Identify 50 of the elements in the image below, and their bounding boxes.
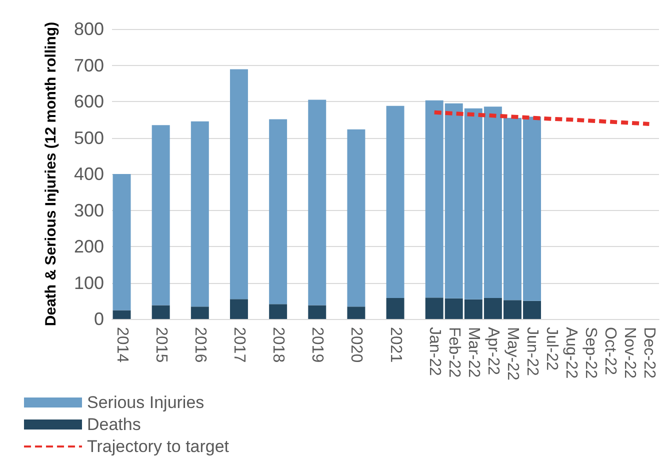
x-tick-label: Apr-22 <box>484 327 502 376</box>
x-tick-label: 2018 <box>270 327 287 363</box>
legend-label: Deaths <box>87 415 141 434</box>
x-tick-label: Nov-22 <box>621 327 638 379</box>
x-tick-label: 2020 <box>348 327 365 363</box>
x-tick-label: 2021 <box>386 327 404 363</box>
y-tick-label: 100 <box>74 272 104 293</box>
x-tick-label: 2017 <box>230 327 248 363</box>
y-tick-label: 500 <box>74 128 104 148</box>
legend-label: Serious Injuries <box>87 393 204 412</box>
x-tick-label: Feb-22 <box>445 327 462 378</box>
x-tick-label: Mar-22 <box>464 327 482 378</box>
bar <box>152 125 170 306</box>
bar <box>347 306 366 319</box>
x-tick-label: Jul-22 <box>543 327 560 371</box>
y-tick-label: 600 <box>74 92 104 112</box>
y-axis-title: Death & Serious Injuries (12 month rolling) <box>42 22 60 326</box>
x-tick-label: 2015 <box>152 327 170 363</box>
bar <box>112 310 131 319</box>
x-tick-label: Sep-22 <box>582 327 600 379</box>
bar <box>386 298 404 319</box>
x-tick-label: 2016 <box>191 327 208 363</box>
y-tick-label: 700 <box>74 55 104 76</box>
bar <box>308 305 326 319</box>
bar <box>112 174 131 310</box>
x-tick-label: Oct-22 <box>602 327 619 376</box>
x-tick-label: Jun-22 <box>524 327 541 376</box>
x-tick-label: 2019 <box>308 327 326 363</box>
bar <box>347 129 366 307</box>
y-tick-label: 400 <box>74 164 104 184</box>
line-series <box>432 110 652 126</box>
x-tick-label: Aug-22 <box>562 327 580 379</box>
bar <box>308 100 326 306</box>
bar <box>190 306 209 319</box>
x-tick-label: May-22 <box>504 327 521 380</box>
x-tick-label: 2014 <box>113 327 130 363</box>
bar <box>230 69 248 300</box>
bar <box>152 305 170 319</box>
x-tick-label: Jan-22 <box>426 327 443 376</box>
bar <box>230 299 248 319</box>
y-tick-label: 300 <box>74 200 104 220</box>
bar <box>269 119 288 304</box>
y-tick-label: 0 <box>94 309 104 329</box>
bar <box>269 304 288 319</box>
x-tick-label: Dec-22 <box>640 327 658 379</box>
bar <box>190 121 209 307</box>
y-tick-label: 800 <box>74 19 104 39</box>
bar <box>386 106 404 298</box>
legend-label: Trajectory to target <box>87 437 230 456</box>
y-tick-label: 200 <box>74 236 104 256</box>
